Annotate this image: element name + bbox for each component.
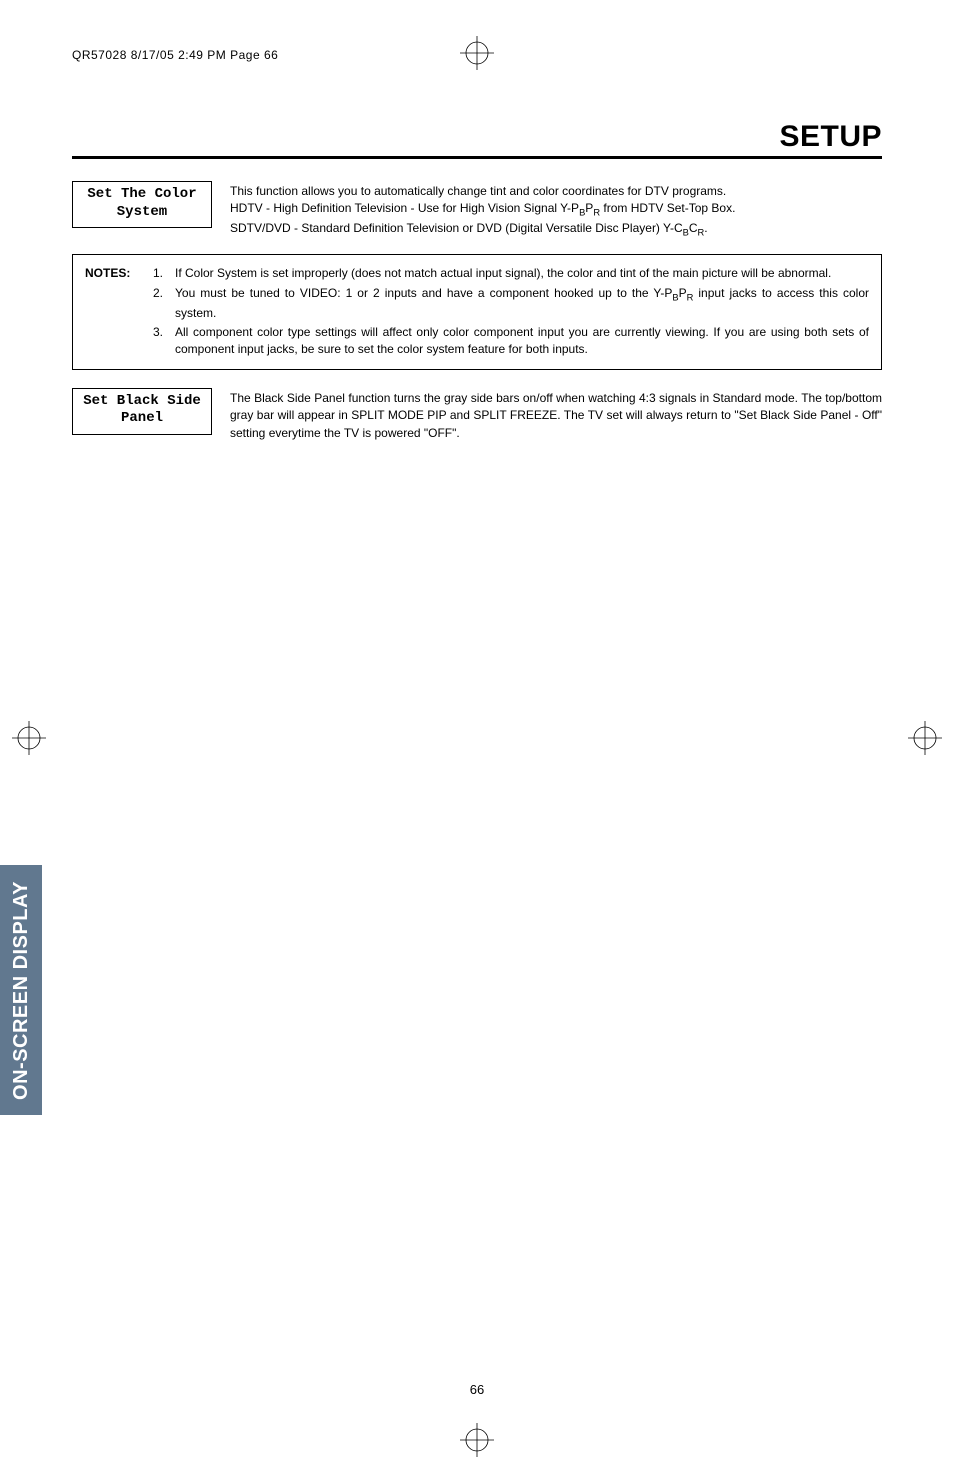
note-item-1: NOTES: 1. If Color System is set imprope…: [85, 265, 869, 282]
title-section: SETUP: [72, 120, 882, 159]
desc-p3b: C: [689, 221, 698, 235]
sidebar-label: ON-SCREEN DISPLAY: [10, 881, 33, 1100]
note2-mid: P: [679, 286, 687, 300]
page-number: 66: [470, 1382, 484, 1397]
desc-p3c: .: [704, 221, 707, 235]
note-text-2: You must be tuned to VIDEO: 1 or 2 input…: [175, 285, 869, 322]
note-text-1: If Color System is set improperly (does …: [175, 265, 869, 282]
note-num-3: 3.: [153, 324, 175, 359]
black-side-desc: The Black Side Panel function turns the …: [230, 388, 882, 442]
desc-p2c: from HDTV Set-Top Box.: [600, 201, 735, 215]
desc-p1: This function allows you to automaticall…: [230, 184, 726, 198]
bs-box-line1: Set Black Side: [83, 393, 201, 411]
desc-p3a: SDTV/DVD - Standard Definition Televisio…: [230, 221, 683, 235]
color-system-desc: This function allows you to automaticall…: [230, 181, 882, 240]
page-title: SETUP: [72, 120, 882, 154]
note-num-1: 1.: [153, 265, 175, 282]
color-system-box: Set The Color System: [72, 181, 212, 228]
black-side-box: Set Black Side Panel: [72, 388, 212, 435]
black-side-row: Set Black Side Panel The Black Side Pane…: [72, 388, 882, 442]
note-num-2: 2.: [153, 285, 175, 322]
notes-box: NOTES: 1. If Color System is set imprope…: [72, 254, 882, 370]
desc-p2a: HDTV - High Definition Television - Use …: [230, 201, 579, 215]
note-text-3: All component color type settings will a…: [175, 324, 869, 359]
box-line2: System: [83, 204, 201, 222]
header-slug: QR57028 8/17/05 2:49 PM Page 66: [72, 48, 882, 62]
sidebar-tab: ON-SCREEN DISPLAY: [0, 865, 42, 1115]
note-item-2: 2. You must be tuned to VIDEO: 1 or 2 in…: [85, 285, 869, 322]
color-system-row: Set The Color System This function allow…: [72, 181, 882, 240]
page-footer: 66: [0, 1382, 954, 1397]
notes-label: NOTES:: [85, 265, 153, 282]
bs-box-line2: Panel: [83, 410, 201, 428]
box-line1: Set The Color: [83, 186, 201, 204]
note2-pre: You must be tuned to VIDEO: 1 or 2 input…: [175, 286, 672, 300]
note-item-3: 3. All component color type settings wil…: [85, 324, 869, 359]
